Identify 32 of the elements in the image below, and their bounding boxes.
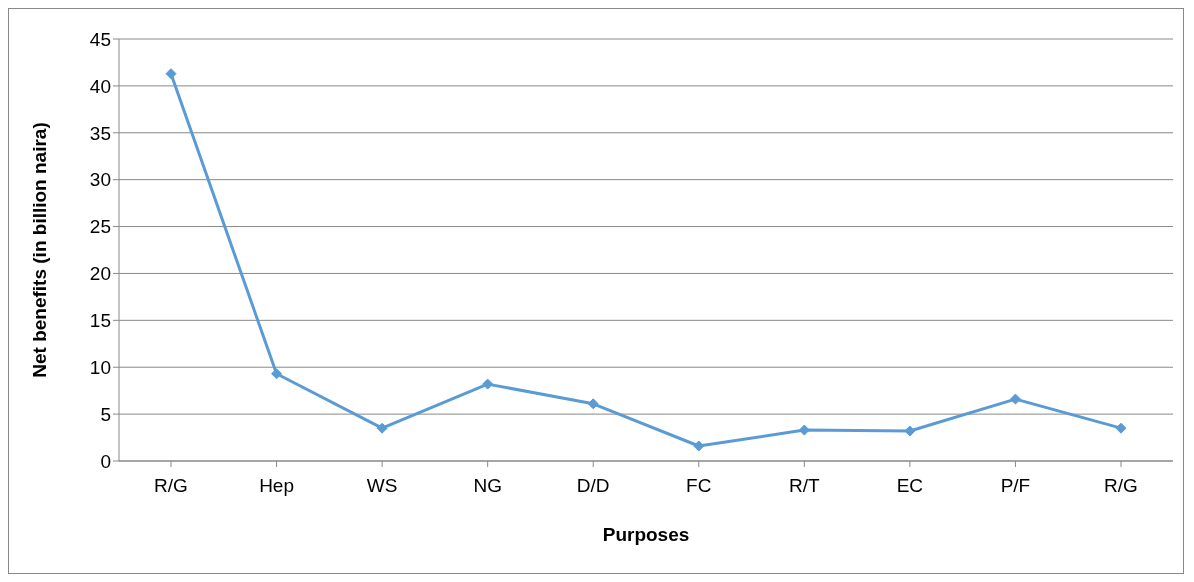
x-tick-label: EC	[896, 475, 924, 497]
point	[904, 425, 916, 437]
x-tick-label: R/G	[1104, 475, 1138, 497]
x-tick-label: FC	[686, 475, 712, 497]
x-tick-label: R/T	[789, 475, 821, 497]
point	[798, 424, 810, 436]
x-tick-label: P/F	[1000, 475, 1031, 497]
point	[376, 422, 388, 434]
y-axis-title: Net benefits (in billion naira)	[28, 122, 50, 378]
x-tick-label: NG	[473, 475, 502, 497]
point	[1115, 422, 1127, 434]
x-axis-title: Purposes	[602, 524, 690, 545]
x-tick-label: Hep	[259, 475, 294, 497]
y-tick-label: 25	[89, 216, 111, 238]
x-tick-label: D/D	[576, 475, 610, 497]
y-tick-label: 30	[89, 169, 111, 191]
y-tick-label: 45	[89, 28, 111, 50]
x-tick-label: R/G	[154, 475, 188, 497]
point	[693, 440, 705, 452]
y-tick-label: 20	[89, 263, 111, 285]
y-tick-label: 0	[100, 450, 111, 472]
point	[165, 68, 177, 80]
y-tick-label: 15	[89, 310, 111, 332]
point	[482, 378, 494, 390]
y-tick-label: 10	[89, 356, 111, 378]
y-tick-label: 40	[89, 75, 111, 97]
y-tick-label: 35	[89, 122, 111, 144]
point	[271, 368, 283, 380]
point	[1009, 393, 1021, 405]
y-tick-label: 5	[100, 403, 111, 425]
x-tick-label: WS	[366, 475, 398, 497]
point	[587, 398, 599, 410]
